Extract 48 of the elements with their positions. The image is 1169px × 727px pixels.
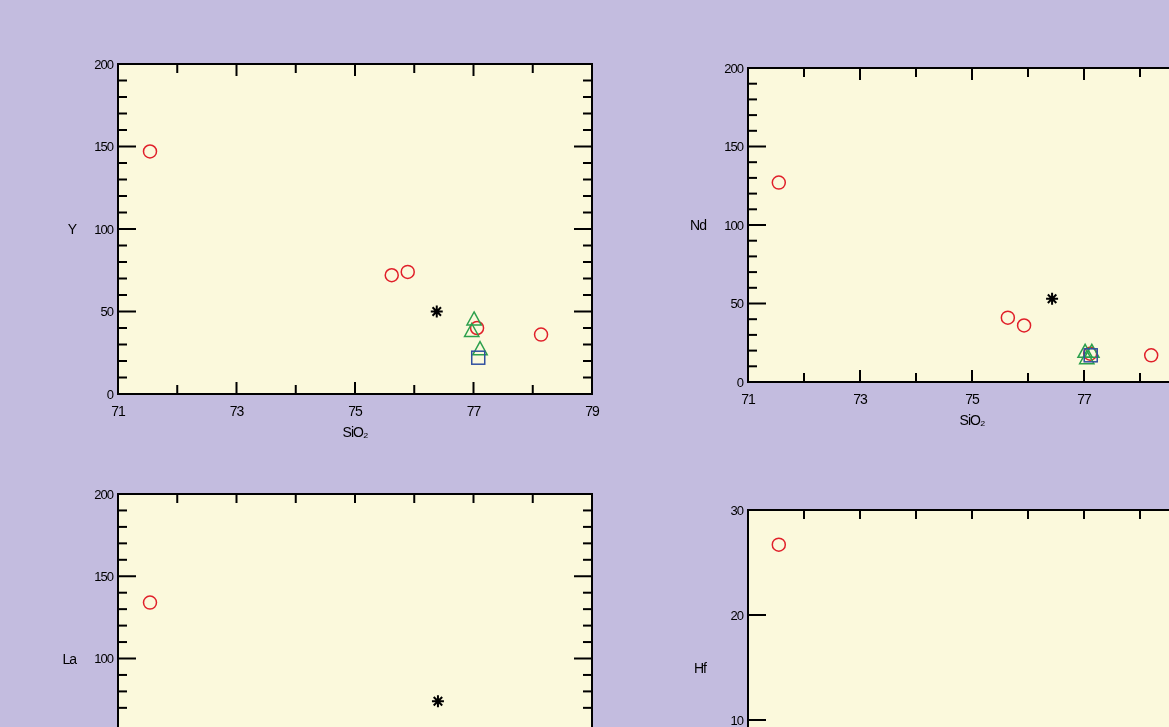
y-tick-label: 30 (730, 502, 744, 518)
y-tick-label: 0 (106, 386, 114, 402)
y-axis-title: Y (67, 221, 78, 237)
point (1016, 318, 1032, 333)
x-tick-label: 73 (853, 391, 868, 407)
y-axis-title: Hf (694, 659, 708, 676)
point (469, 320, 485, 336)
y-tick-label: 0 (736, 374, 744, 390)
point (429, 304, 444, 319)
x-axis-title: SiO₂ (959, 412, 985, 428)
y-tick-label: 50 (100, 304, 114, 319)
y-axis-title: La (62, 650, 78, 667)
x-tick-label: 77 (1077, 391, 1092, 407)
point (1077, 343, 1094, 359)
x-tick-label: 79 (585, 403, 600, 419)
point (1143, 348, 1159, 363)
y-tick-label: 100 (94, 221, 114, 237)
x-tick-label: 75 (348, 403, 363, 419)
y-tick-label: 150 (724, 139, 744, 154)
point (472, 340, 488, 356)
y-tick-label: 20 (730, 607, 744, 623)
y-tick-label: 200 (94, 486, 114, 502)
y-tick-label: 150 (94, 139, 114, 154)
point (533, 327, 549, 342)
x-tick-label: 73 (229, 403, 245, 419)
point (1045, 291, 1060, 306)
point (400, 264, 415, 280)
x-axis-title: SiO₂ (342, 424, 368, 440)
point (1000, 310, 1016, 325)
x-tick-label: 77 (466, 403, 482, 419)
x-tick-label: 71 (741, 391, 756, 407)
x-tick-label: 75 (965, 391, 980, 407)
y-tick-label: 200 (94, 56, 114, 72)
y-tick-label: 150 (94, 568, 114, 584)
y-tick-label: 200 (724, 60, 744, 76)
y-tick-label: 100 (724, 217, 744, 233)
y-tick-label: 50 (730, 296, 744, 311)
y-tick-label: 10 (730, 712, 744, 727)
point (466, 311, 482, 326)
x-tick-label: 71 (111, 403, 126, 419)
y-tick-label: 100 (94, 651, 114, 666)
point (384, 267, 399, 283)
point (463, 322, 480, 338)
point (142, 144, 158, 159)
y-axis-title: Nd (690, 217, 707, 233)
point (470, 350, 486, 365)
point (771, 175, 787, 190)
point (1078, 349, 1095, 365)
